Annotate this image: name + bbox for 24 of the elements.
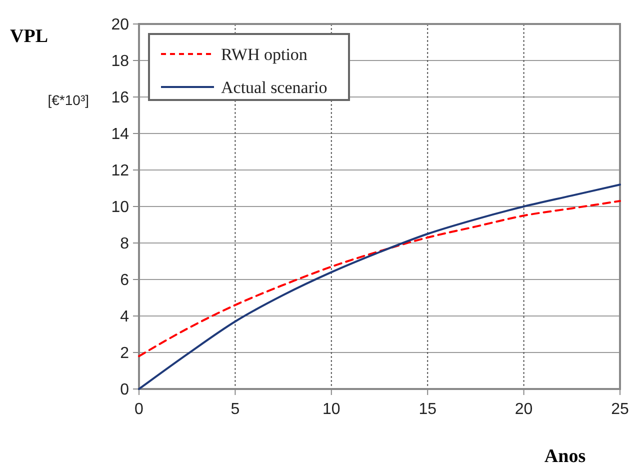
text: [€*10³]	[48, 92, 89, 108]
x-tick-label: 15	[418, 401, 437, 418]
y-tick-label: 16	[111, 90, 130, 107]
y-tick-label: 4	[120, 308, 130, 326]
y-tick-label: 2	[120, 345, 130, 362]
y-tick-label: 0	[120, 382, 130, 399]
legend-label: Actual scenario	[221, 78, 328, 97]
y-axis-title: VPL	[10, 26, 48, 47]
y-tick-label: 8	[120, 236, 130, 253]
line-series	[138, 200, 621, 358]
x-tick-label: 25	[611, 401, 629, 418]
line-series	[138, 184, 621, 390]
x-tick-label: 0	[134, 401, 144, 418]
y-tick-label: 6	[120, 272, 130, 290]
x-tick-label: 5	[230, 401, 240, 418]
x-tick-label: 20	[514, 401, 533, 418]
x-tick-label: 10	[322, 401, 340, 418]
x-axis-title: Anos	[544, 446, 586, 467]
legend-label: RWH option	[221, 44, 308, 64]
y-tick-label: 20	[111, 16, 130, 34]
y-tick-label: 18	[111, 53, 130, 70]
y-tick-label: 14	[111, 126, 130, 144]
y-tick-label: 10	[111, 199, 130, 216]
y-tick-label: 12	[111, 162, 130, 180]
